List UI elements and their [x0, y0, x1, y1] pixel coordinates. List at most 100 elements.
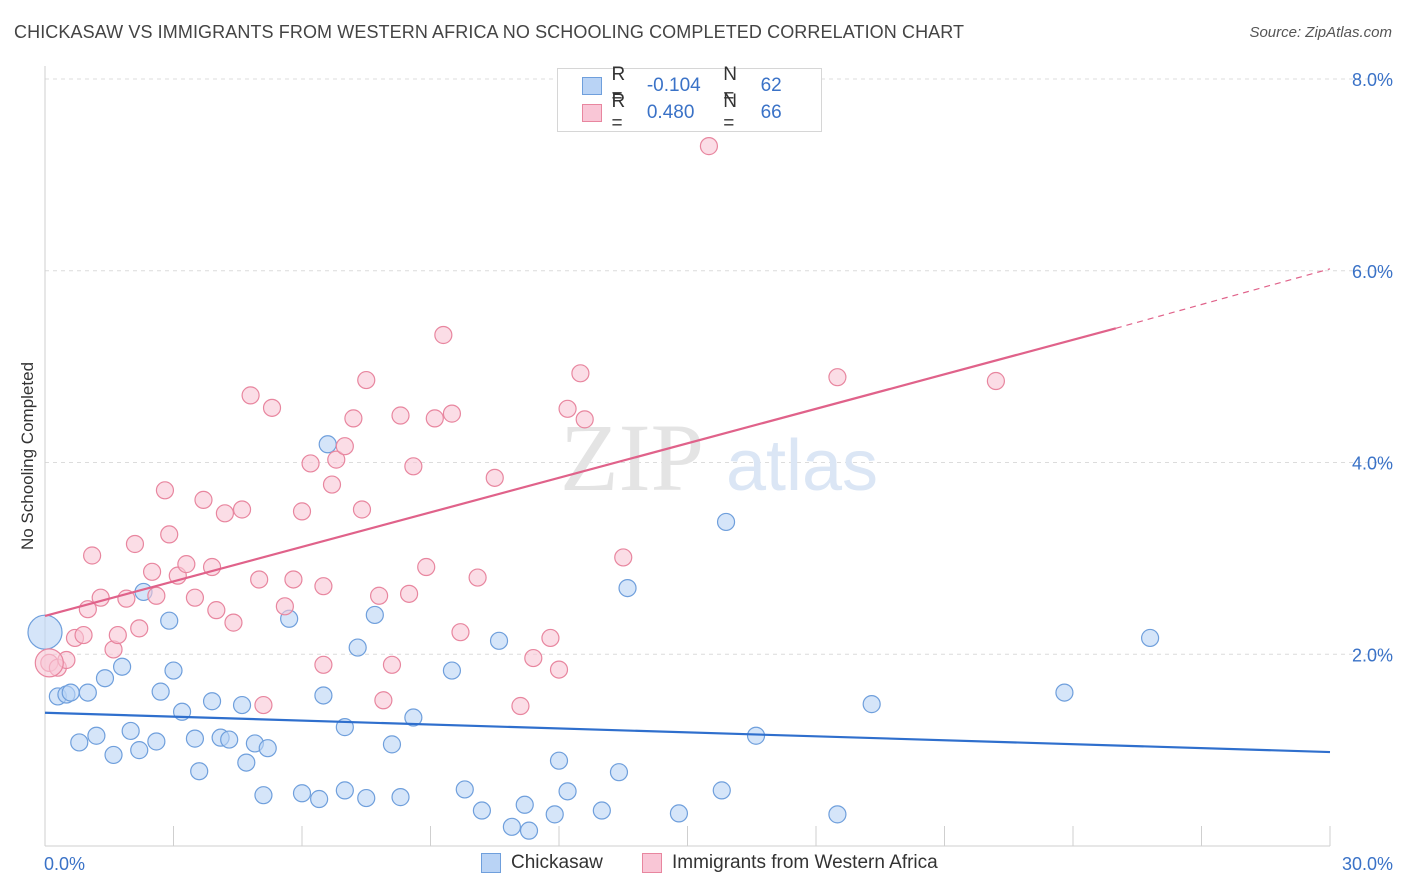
legend-row-immigrants: R = 0.480 N = 66 — [582, 91, 821, 134]
immigrants-point — [292, 502, 312, 521]
x-tick-label-min: 0.0% — [44, 854, 85, 874]
legend-n-value: 62 — [760, 75, 782, 96]
chickasaw-point — [558, 782, 577, 801]
immigrants-point — [232, 500, 252, 519]
immigrants-point — [224, 613, 243, 632]
immigrants-point — [571, 364, 590, 383]
chickasaw-point — [164, 661, 183, 680]
chickasaw-point — [232, 695, 252, 715]
immigrants-point — [485, 468, 504, 487]
legend-item-immigrants: Immigrants from Western Africa — [642, 852, 938, 874]
chickasaw-point — [489, 631, 509, 650]
chickasaw-point — [292, 784, 312, 803]
immigrants-point — [275, 597, 294, 616]
immigrants-point — [699, 137, 719, 156]
chickasaw-point — [828, 805, 847, 824]
x-tick-label-max: 30.0% — [1342, 854, 1393, 874]
immigrants-point — [451, 623, 470, 642]
chickasaw-point — [314, 686, 333, 705]
series-legend: Chickasaw Immigrants from Western Africa — [0, 852, 1406, 878]
chickasaw-point — [712, 781, 731, 800]
chickasaw-point — [70, 733, 89, 752]
chickasaw-point — [237, 753, 256, 772]
legend-swatch-chickasaw — [582, 77, 602, 95]
chickasaw-point — [27, 614, 63, 650]
legend-swatch-chickasaw — [481, 853, 501, 873]
chickasaw-point — [549, 751, 569, 770]
chickasaw-point — [104, 745, 123, 765]
immigrants-point — [130, 619, 149, 638]
trend-line-immigrants — [44, 327, 1117, 617]
immigrants-point — [314, 655, 333, 674]
immigrants-point — [262, 398, 282, 417]
immigrants-point — [147, 586, 166, 605]
legend-r-value: -0.104 — [646, 75, 701, 96]
immigrants-point — [511, 696, 530, 716]
chickasaw-point — [121, 721, 140, 741]
y-tick-label: 8.0% — [1352, 70, 1393, 90]
chickasaw-point — [220, 730, 239, 749]
chickasaw-point — [185, 729, 205, 748]
immigrants-point — [327, 450, 346, 469]
axes — [44, 66, 1331, 847]
grid-lines — [45, 78, 1392, 655]
legend-label-chickasaw: Chickasaw — [511, 852, 603, 873]
immigrants-point — [74, 625, 93, 645]
chickasaw-point — [87, 726, 106, 745]
chickasaw-point — [190, 762, 209, 781]
chickasaw-point — [335, 781, 354, 800]
chickasaw-point — [669, 804, 689, 823]
immigrants-point — [108, 625, 127, 645]
chickasaw-point — [357, 788, 376, 808]
legend-r-label: R = — [611, 91, 626, 134]
immigrants-point — [399, 584, 419, 603]
legend-n-label: N = — [723, 91, 737, 134]
legend-swatch-immigrants — [582, 104, 602, 122]
trend-line-chickasaw — [44, 711, 1331, 754]
immigrants-point — [250, 570, 269, 589]
chickasaw-point — [592, 801, 611, 820]
chickasaw-point — [862, 695, 881, 714]
chickasaw-point — [1055, 683, 1074, 702]
immigrants-point — [374, 691, 393, 710]
source-label: Source: ZipAtlas.com — [1249, 24, 1392, 41]
chickasaw-point — [147, 732, 166, 751]
immigrants-point — [524, 648, 543, 668]
chickasaw-point — [310, 789, 329, 809]
immigrants-point — [541, 628, 560, 648]
immigrants-point — [558, 399, 577, 418]
y-tick-label: 4.0% — [1352, 454, 1393, 474]
trend-line-immigrants-extension — [1115, 268, 1331, 329]
chickasaw-point — [130, 741, 149, 760]
immigrants-point — [215, 504, 234, 523]
immigrants-point — [284, 570, 303, 589]
chickasaw-point — [95, 669, 115, 688]
legend-r-value: 0.480 — [646, 102, 695, 123]
series-immigrants-points — [34, 137, 1006, 716]
legend-r-label: R = — [611, 64, 626, 107]
chickasaw-point — [455, 780, 474, 799]
legend-label-immigrants: Immigrants from Western Africa — [672, 852, 938, 873]
immigrants-point — [322, 475, 342, 494]
immigrants-point — [352, 500, 372, 519]
chickasaw-point — [1140, 628, 1160, 648]
chickasaw-point — [716, 512, 736, 532]
immigrants-point — [404, 457, 423, 476]
chickasaw-point — [151, 682, 170, 701]
immigrants-point — [434, 325, 453, 345]
chickasaw-point — [202, 692, 222, 711]
chickasaw-point — [502, 817, 521, 836]
chickasaw-point — [442, 661, 462, 680]
chickasaw-point — [78, 683, 97, 702]
correlation-legend: R = -0.104 N = 62 R = 0.480 N = 66 — [557, 64, 822, 134]
chickasaw-point — [618, 578, 637, 598]
immigrants-point — [357, 370, 376, 390]
immigrants-point — [549, 660, 569, 679]
chickasaw-point — [365, 605, 384, 625]
immigrants-point — [442, 404, 462, 423]
immigrants-point — [142, 562, 162, 581]
chickasaw-point — [318, 435, 337, 454]
immigrants-point — [417, 557, 436, 577]
y-tick-label: 2.0% — [1352, 645, 1393, 665]
